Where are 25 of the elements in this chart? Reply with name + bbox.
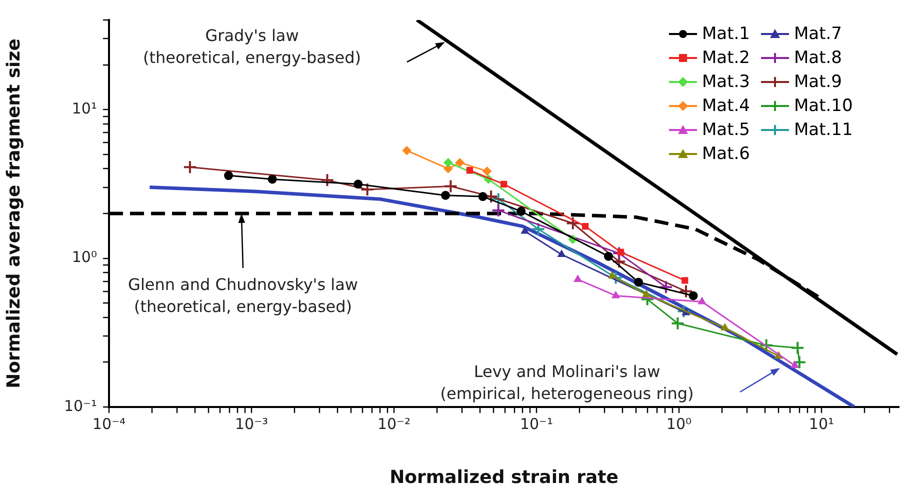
y-tick-label: 10⁰ xyxy=(72,248,97,266)
legend-label: Mat.1 xyxy=(702,23,750,46)
legend-label: Mat.4 xyxy=(702,95,750,118)
legend-label: Mat.8 xyxy=(794,47,842,70)
legend-label: Mat.5 xyxy=(702,119,750,142)
legend-label: Mat.3 xyxy=(702,71,750,94)
x-tick-label: 10⁻⁴ xyxy=(92,414,126,433)
legend-label: Mat.2 xyxy=(702,47,750,70)
y-axis-title: Normalized average fragment size xyxy=(3,38,24,388)
legend-label: Mat.7 xyxy=(794,23,842,46)
annotation: Levy and Molinari's law (empirical, heterogeneous ring) xyxy=(440,362,694,404)
legend-label: Mat.11 xyxy=(794,119,853,142)
x-tick-label: 10⁻² xyxy=(377,414,411,433)
x-tick-label: 10⁻¹ xyxy=(520,414,553,433)
legend-label: Mat.6 xyxy=(702,143,750,166)
x-axis-title: Normalized strain rate xyxy=(390,466,618,488)
x-tick-label: 10⁻³ xyxy=(234,414,268,433)
y-tick-label: 10⁻¹ xyxy=(64,396,97,415)
annotation: Glenn and Chudnovsky's law (theoretical, energy-based) xyxy=(128,275,358,316)
y-tick-label: 10¹ xyxy=(72,99,97,118)
x-tick-label: 10⁰ xyxy=(666,414,692,433)
x-tick-label: 10¹ xyxy=(808,414,834,433)
annotation: Grady's law (theoretical, energy-based) xyxy=(142,26,362,68)
legend-label: Mat.9 xyxy=(794,71,842,94)
legend-label: Mat.10 xyxy=(794,95,853,118)
